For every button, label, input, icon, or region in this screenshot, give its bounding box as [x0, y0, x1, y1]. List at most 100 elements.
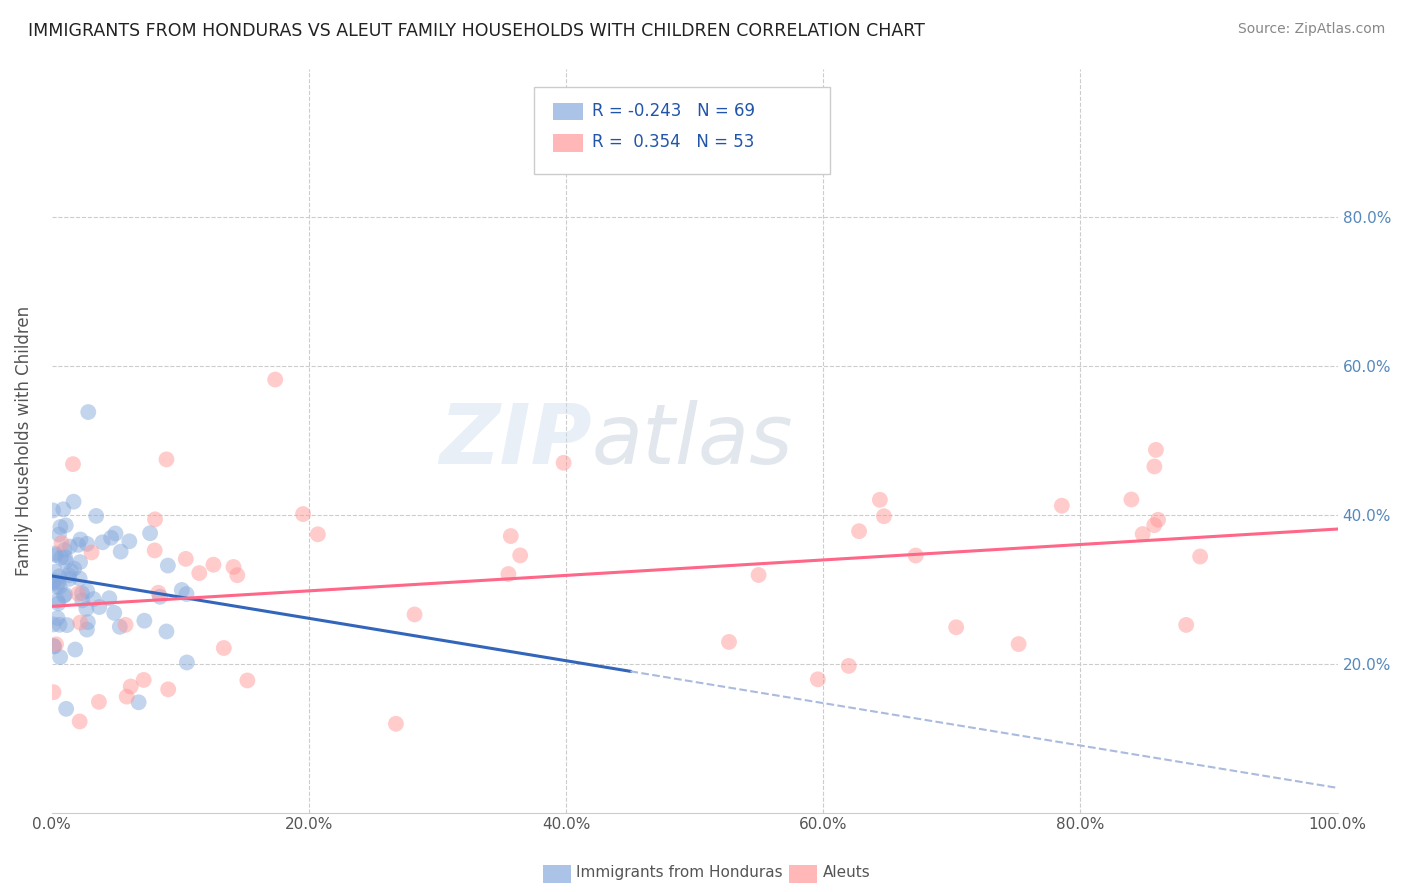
- Point: [69, 615, 91, 630]
- Point: [58, 568, 80, 582]
- Point: [53, 543, 76, 558]
- Point: [46, 593, 69, 607]
- Point: [42, 685, 65, 699]
- Point: [170, 582, 193, 597]
- Point: [55, 555, 77, 569]
- Point: [46, 575, 69, 590]
- Point: [69, 533, 91, 547]
- Point: [155, 452, 177, 467]
- Text: Immigrants from Honduras: Immigrants from Honduras: [576, 865, 783, 880]
- Point: [49, 650, 72, 665]
- Point: [869, 492, 891, 507]
- Point: [222, 560, 245, 574]
- Point: [1007, 637, 1029, 651]
- Text: atlas: atlas: [592, 400, 793, 481]
- Point: [48, 617, 70, 632]
- Point: [42, 639, 65, 653]
- Point: [100, 531, 122, 545]
- Point: [1143, 459, 1166, 474]
- Point: [307, 527, 329, 541]
- Text: Aleuts: Aleuts: [823, 865, 870, 880]
- Point: [110, 544, 132, 558]
- Y-axis label: Family Households with Children: Family Households with Children: [15, 305, 32, 575]
- Point: [114, 617, 136, 632]
- Text: R =  0.354   N = 53: R = 0.354 N = 53: [592, 133, 754, 151]
- Point: [55, 518, 77, 533]
- Point: [87, 695, 110, 709]
- Point: [70, 586, 93, 600]
- Point: [80, 545, 103, 559]
- Point: [58, 572, 80, 586]
- Text: Source: ZipAtlas.com: Source: ZipAtlas.com: [1237, 22, 1385, 37]
- Point: [52, 502, 75, 516]
- Point: [139, 526, 162, 541]
- Point: [55, 702, 77, 716]
- Point: [77, 405, 100, 419]
- Point: [72, 593, 94, 607]
- Point: [49, 550, 72, 565]
- Point: [498, 567, 520, 582]
- Point: [65, 642, 87, 657]
- Point: [91, 535, 114, 549]
- Point: [385, 716, 408, 731]
- Point: [56, 618, 79, 632]
- Point: [873, 509, 896, 524]
- Point: [807, 673, 830, 687]
- Point: [63, 561, 86, 575]
- Point: [67, 586, 90, 600]
- Point: [1147, 513, 1170, 527]
- Point: [134, 614, 156, 628]
- Point: [42, 640, 65, 654]
- Point: [509, 549, 531, 563]
- Point: [69, 714, 91, 729]
- Point: [76, 623, 98, 637]
- Point: [128, 695, 150, 709]
- Point: [264, 373, 287, 387]
- Point: [212, 640, 235, 655]
- Point: [188, 566, 211, 580]
- Point: [52, 589, 75, 603]
- Point: [49, 520, 72, 534]
- Point: [155, 624, 177, 639]
- Point: [748, 568, 770, 582]
- Point: [45, 637, 67, 651]
- Point: [62, 494, 84, 508]
- Point: [226, 568, 249, 582]
- Point: [44, 547, 66, 561]
- Point: [59, 540, 82, 554]
- Point: [148, 586, 170, 600]
- Point: [1050, 499, 1073, 513]
- Point: [59, 564, 82, 578]
- Point: [42, 503, 65, 517]
- Point: [45, 580, 67, 594]
- Point: [62, 457, 84, 471]
- Point: [89, 600, 111, 615]
- Point: [76, 584, 98, 599]
- Point: [51, 536, 73, 550]
- Point: [44, 565, 66, 579]
- Point: [1132, 527, 1154, 541]
- Point: [103, 606, 125, 620]
- Point: [84, 508, 107, 523]
- Point: [45, 548, 67, 562]
- Point: [48, 569, 70, 583]
- Point: [48, 527, 70, 541]
- Point: [76, 615, 98, 629]
- Point: [108, 620, 131, 634]
- Point: [149, 590, 172, 604]
- Point: [42, 576, 65, 591]
- Point: [118, 534, 141, 549]
- Point: [553, 456, 575, 470]
- Point: [945, 620, 967, 634]
- Text: IMMIGRANTS FROM HONDURAS VS ALEUT FAMILY HOUSEHOLDS WITH CHILDREN CORRELATION CH: IMMIGRANTS FROM HONDURAS VS ALEUT FAMILY…: [28, 22, 925, 40]
- Point: [1143, 518, 1166, 533]
- Point: [42, 617, 65, 632]
- Point: [115, 690, 138, 704]
- Point: [132, 673, 155, 687]
- Point: [1175, 618, 1198, 632]
- Point: [53, 587, 76, 601]
- Point: [83, 592, 105, 607]
- Point: [53, 550, 76, 565]
- Point: [292, 507, 315, 521]
- Point: [48, 580, 70, 594]
